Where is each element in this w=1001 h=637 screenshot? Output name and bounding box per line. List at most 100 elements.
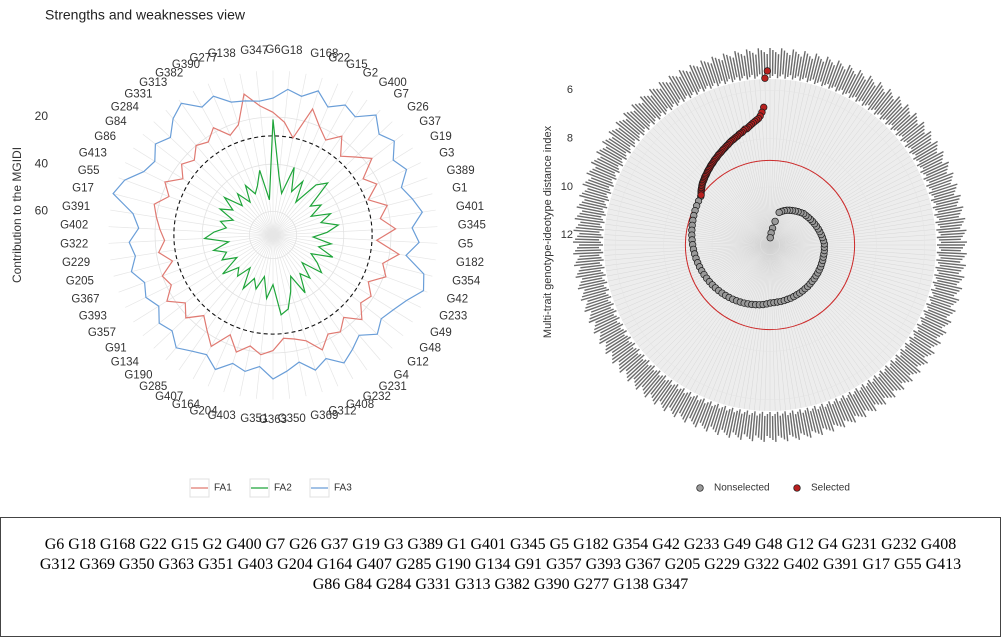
label-ring: [594, 316, 620, 331]
spoke: [110, 209, 274, 236]
label-ring: [575, 226, 604, 231]
spoke: [239, 234, 274, 397]
label-ring: [904, 342, 925, 358]
radial-grid: [604, 244, 771, 251]
category-label: G345: [458, 220, 486, 232]
caption-box: G6 G18 G168 G22 G15 G2 G400 G7 G26 G37 G…: [0, 517, 1001, 637]
label-ring: [878, 373, 895, 392]
label-ring: [725, 407, 734, 436]
label-ring: [594, 159, 620, 174]
label-ring: [834, 398, 846, 421]
label-ring: [585, 299, 609, 309]
label-ring: [605, 330, 627, 344]
label-ring: [660, 384, 676, 405]
radial-grid: [769, 244, 928, 297]
radial-grid: [769, 244, 802, 409]
label-ring: [595, 166, 616, 177]
label-ring: [874, 88, 892, 111]
label-ring: [590, 177, 614, 187]
label-ring: [932, 201, 959, 209]
radial-grid: [769, 79, 776, 246]
grid-circle: [615, 90, 925, 400]
label-ring: [827, 64, 836, 85]
label-ring: [898, 119, 918, 137]
radial-grid: [769, 244, 936, 261]
radial-grid: [769, 203, 931, 246]
label-ring: [585, 181, 611, 192]
label-ring: [659, 88, 674, 108]
radial-grid: [652, 244, 771, 363]
label-ring: [599, 328, 624, 345]
radial-grid: [689, 244, 771, 391]
label-ring: [894, 360, 911, 376]
label-ring: [936, 235, 963, 239]
label-ring: [834, 66, 844, 88]
spoke: [272, 83, 339, 236]
label-ring: [890, 359, 913, 382]
label-ring: [939, 224, 963, 228]
radial-grid: [769, 79, 786, 246]
spoke: [272, 77, 323, 236]
label-ring: [940, 232, 965, 236]
label-ring: [940, 249, 961, 252]
label-ring: [600, 322, 621, 334]
radial-grid: [743, 244, 771, 409]
label-ring: [734, 409, 741, 436]
label-ring: [716, 405, 727, 436]
label-ring: [859, 390, 874, 412]
label-ring: [899, 355, 921, 373]
spoke: [192, 90, 274, 236]
label-ring: [685, 70, 699, 95]
label-ring: [611, 342, 636, 361]
label-ring: [938, 215, 959, 221]
label-ring: [820, 59, 831, 87]
spoke: [133, 147, 274, 236]
label-ring: [678, 76, 692, 99]
label-ring: [928, 179, 952, 189]
label-ring: [692, 65, 706, 92]
category-label: G91: [105, 342, 127, 354]
label-ring: [904, 349, 925, 365]
label-ring: [813, 405, 824, 436]
radial-grid: [769, 244, 927, 302]
label-ring: [752, 52, 756, 79]
radial-grid: [769, 107, 864, 246]
radial-grid: [638, 244, 771, 347]
label-ring: [776, 54, 780, 79]
radial-grid: [604, 234, 771, 246]
label-ring: [884, 365, 903, 384]
label-ring: [627, 359, 650, 382]
radial-grid: [769, 244, 876, 374]
radial-grid: [733, 244, 771, 408]
category-label: G26: [407, 102, 429, 114]
label-ring: [867, 379, 887, 405]
spoke: [272, 109, 381, 236]
label-ring: [703, 405, 713, 429]
label-ring: [909, 342, 929, 357]
grid-circle: [248, 210, 297, 259]
label-ring: [927, 306, 950, 317]
radial-grid: [769, 87, 822, 246]
category-label: G7: [394, 89, 409, 101]
label-ring: [611, 341, 633, 357]
label-ring: [646, 95, 662, 114]
label-ring: [673, 392, 689, 418]
spoke: [272, 162, 421, 236]
label-ring: [819, 406, 828, 430]
category-label: G164: [172, 399, 201, 411]
reference-circle: [173, 135, 373, 335]
radial-grid: [718, 244, 771, 403]
radial-grid: [652, 127, 771, 246]
radial-grid: [615, 244, 771, 307]
label-ring: [743, 410, 749, 435]
radial-grid: [769, 174, 921, 246]
label-ring: [594, 315, 617, 327]
radial-grid: [769, 155, 911, 246]
label-ring: [619, 353, 642, 373]
label-ring: [641, 102, 657, 119]
label-ring: [926, 175, 953, 187]
label-ring: [774, 413, 777, 442]
label-ring: [711, 56, 721, 84]
category-label: G138: [208, 48, 236, 60]
category-label: G401: [456, 201, 484, 213]
